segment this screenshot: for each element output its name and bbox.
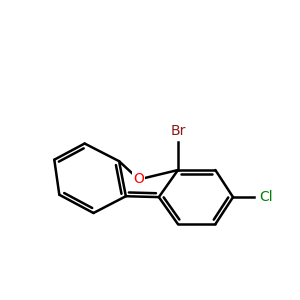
Text: Br: Br: [170, 124, 186, 138]
Text: O: O: [134, 172, 144, 186]
Text: Cl: Cl: [259, 190, 273, 204]
